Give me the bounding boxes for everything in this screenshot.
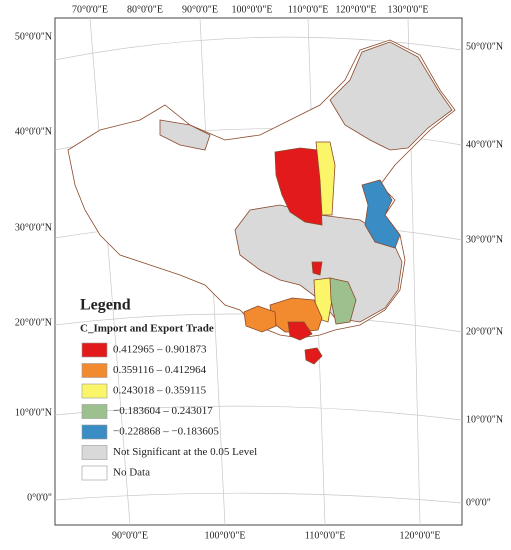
region [311, 261, 323, 276]
latitude-label: 30°0'0"N [15, 222, 52, 233]
longitude-label: 110°0'0"E [305, 530, 346, 541]
latitude-label: 10°0'0"N [466, 414, 503, 425]
legend-swatch [81, 445, 108, 460]
longitude-label: 130°0'0"E [388, 4, 429, 15]
longitude-label: 90°0'0"E [112, 530, 148, 541]
legend-swatch [81, 424, 108, 440]
latitude-label: 10°0'0"N [15, 407, 52, 418]
latitude-label: 0°0'0" [466, 497, 491, 508]
latitude-label: 50°0'0"N [466, 41, 503, 52]
country-map [67, 39, 456, 365]
latitude-label: 50°0'0"N [15, 31, 52, 42]
legend-swatch [81, 404, 108, 419]
legend-label: Not Significant at the 0.05 Level [113, 446, 257, 458]
legend-label: 0.243018 – 0.359115 [113, 385, 207, 397]
latitude-label: 20°0'0"N [466, 326, 503, 337]
longitude-label: 70°0'0"E [72, 4, 108, 15]
legend-label: −0.183604 – 0.243017 [113, 405, 213, 417]
legend-swatch [81, 342, 108, 358]
longitude-label: 120°0'0"E [400, 530, 441, 541]
legend-label: 0.412965 – 0.901873 [113, 344, 207, 356]
region [315, 141, 336, 216]
legend-swatch [81, 465, 108, 481]
longitude-label: 110°0'0"E [288, 4, 329, 15]
region [243, 305, 277, 333]
latitude-label: 40°0'0"N [466, 139, 503, 150]
legend: Legend C_Import and Export Trade 0.41296… [80, 297, 257, 481]
latitude-label: 0°0'0" [27, 492, 52, 503]
legend-swatch [81, 363, 108, 378]
longitude-label: 120°0'0"E [336, 4, 377, 15]
longitude-label: 80°0'0"E [127, 4, 163, 15]
legend-title: Legend [80, 297, 131, 314]
latitude-label: 40°0'0"N [15, 126, 52, 137]
region [329, 41, 453, 151]
region [287, 321, 313, 341]
region [274, 147, 323, 226]
legend-label: 0.359116 – 0.412964 [113, 364, 207, 376]
legend-swatch [81, 383, 108, 399]
legend-label: No Data [113, 467, 150, 479]
latitude-label: 20°0'0"N [15, 317, 52, 328]
latitude-label: 30°0'0"N [466, 234, 503, 245]
region [329, 277, 357, 325]
longitude-label: 90°0'0"E [182, 4, 218, 15]
region [361, 179, 401, 249]
legend-subtitle: C_Import and Export Trade [80, 323, 214, 335]
longitude-label: 100°0'0"E [232, 4, 273, 15]
longitude-label: 100°0'0"E [205, 530, 246, 541]
region [304, 347, 323, 365]
region [159, 119, 211, 151]
legend-label: −0.228868 – −0.183605 [113, 426, 219, 438]
